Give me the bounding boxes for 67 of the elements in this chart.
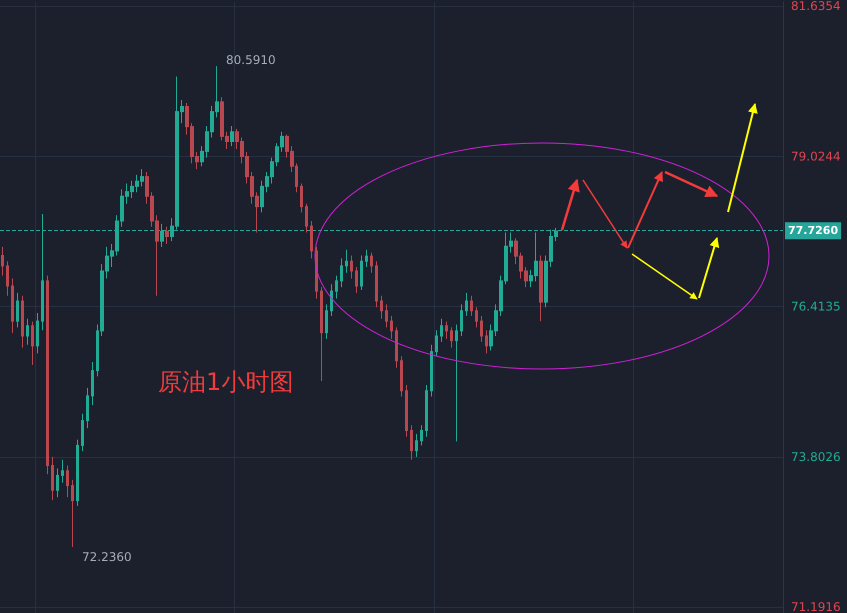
- annotation: 原油1小时图: [158, 367, 294, 398]
- candlestick: [355, 266, 358, 294]
- candlestick: [345, 249, 348, 274]
- candlestick: [480, 315, 483, 342]
- candlestick: [360, 254, 363, 291]
- y-tick-label: 73.8026: [791, 450, 841, 464]
- candlestick: [400, 356, 403, 397]
- candlestick: [485, 330, 488, 354]
- candlestick: [405, 384, 408, 438]
- candlestick: [385, 304, 388, 328]
- candlestick: [305, 203, 308, 233]
- candlestick: [51, 456, 54, 501]
- candlestick: [440, 318, 443, 342]
- candlestick: [445, 321, 448, 340]
- candlestick: [340, 258, 343, 288]
- candlestick: [465, 292, 468, 316]
- candlestick: [365, 249, 368, 268]
- candlestick: [460, 304, 463, 337]
- candlestick: [1, 246, 4, 276]
- candlestick: [539, 254, 543, 322]
- candlestick: [61, 459, 64, 484]
- candlestick: [390, 315, 393, 340]
- candlestick: [26, 318, 29, 346]
- y-tick-label: 76.4135: [791, 300, 841, 314]
- candlestick: [420, 424, 423, 446]
- candlestick: [375, 260, 378, 308]
- candlestick: [395, 326, 398, 368]
- candlestick: [36, 312, 39, 354]
- candlestick: [165, 226, 169, 244]
- y-tick-label: 79.0244: [791, 149, 841, 164]
- candlestick: [66, 465, 69, 498]
- annotation: 80.5910: [226, 53, 276, 67]
- candlestick: [380, 295, 383, 320]
- candlestick: [335, 275, 338, 300]
- candlestick: [86, 387, 89, 429]
- candlestick: [325, 304, 328, 340]
- candlestick: [450, 326, 453, 348]
- candlestick: [330, 284, 333, 316]
- candlestick: [370, 252, 373, 274]
- candlestick: [310, 220, 313, 259]
- ref-line-label: 77.7260: [788, 224, 838, 238]
- candlestick: [410, 424, 413, 460]
- candlestick: [31, 321, 34, 366]
- y-tick-label: 81.6354: [791, 0, 841, 13]
- candlestick: [230, 126, 234, 147]
- candlestick: [21, 295, 24, 348]
- candlestick: [425, 384, 428, 438]
- annotation: 72.2360: [82, 550, 132, 564]
- candlestick: [320, 286, 323, 382]
- candlestick: [350, 254, 353, 280]
- candlestick: [415, 433, 418, 458]
- y-tick-label: 71.1916: [791, 600, 841, 613]
- candlestick: [470, 295, 473, 316]
- candlestick: [300, 183, 303, 213]
- candlestick: [81, 413, 84, 452]
- candlestick: [430, 344, 433, 397]
- candlestick: [91, 361, 94, 406]
- candlestick: [16, 292, 19, 328]
- candlestick: [11, 278, 14, 334]
- candlestick: [76, 439, 79, 506]
- candlestick: [6, 260, 9, 296]
- candlestick: [475, 306, 478, 328]
- candlestick: [46, 275, 49, 475]
- candlestick: [435, 330, 438, 357]
- candlestick: [455, 324, 458, 442]
- candlestick: [71, 479, 74, 548]
- candlestick: [56, 468, 59, 498]
